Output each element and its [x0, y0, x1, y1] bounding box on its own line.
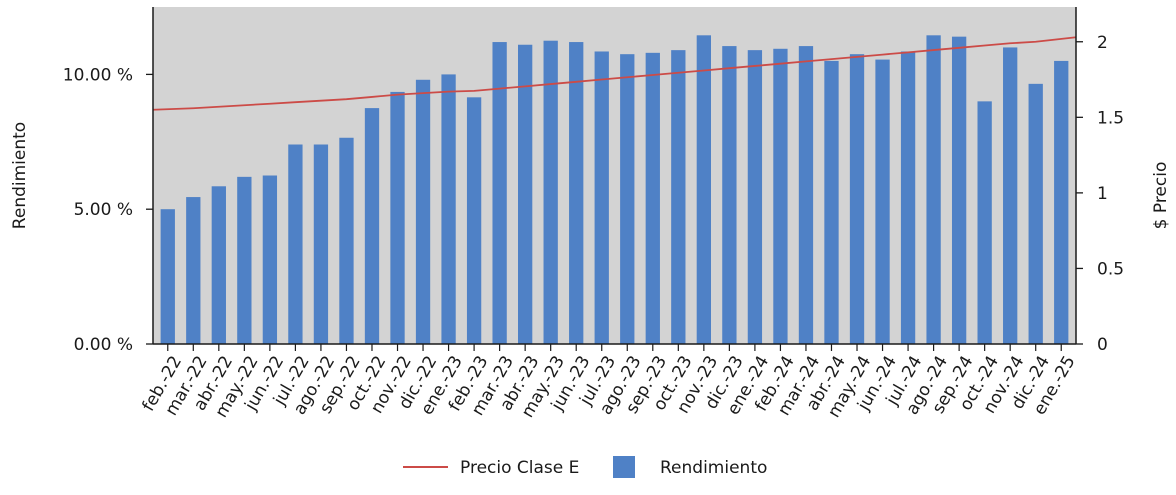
bar-rendimiento-22 — [722, 46, 737, 345]
bar-rendimiento-25 — [798, 46, 814, 345]
bar-rendimiento-1 — [186, 197, 201, 344]
bar-rendimiento-20 — [671, 50, 686, 344]
bar-rendimiento-3 — [237, 176, 252, 344]
bar-rendimiento-21 — [696, 35, 711, 345]
bar-rendimiento-12 — [466, 97, 482, 344]
bar-rendimiento-33 — [1003, 47, 1018, 344]
bar-rendimiento-29 — [900, 51, 916, 344]
bar-rendimiento-30 — [926, 35, 941, 345]
bar-rendimiento-5 — [288, 144, 303, 344]
legend-swatch-rendimiento — [613, 456, 635, 478]
legend-label-rendimiento: Rendimiento — [660, 458, 767, 478]
bar-rendimiento-0 — [160, 209, 175, 344]
bar-rendimiento-35 — [1054, 60, 1069, 345]
line-precio-clase-e — [152, 36, 1077, 111]
y-axis-left-title: Rendimiento — [10, 122, 30, 229]
bar-rendimiento-19 — [645, 52, 660, 344]
y-right-tick-label: 2 — [1097, 33, 1108, 53]
bar-rendimiento-10 — [415, 79, 431, 344]
bar-rendimiento-27 — [849, 54, 865, 345]
bar-rendimiento-28 — [875, 59, 890, 344]
y-left-tick-label: 0.00 % — [74, 335, 133, 355]
plot-area — [152, 7, 1077, 345]
axes: 0.00 % 5.00 % 10.00 % 0 0.5 1 1.5 2 Rendimiento $… — [10, 7, 1171, 421]
bar-rendimiento-32 — [977, 101, 992, 344]
bar-rendimiento-16 — [569, 42, 584, 345]
bar-rendimiento-6 — [313, 144, 329, 344]
bar-rendimiento-24 — [773, 48, 788, 344]
bar-rendimiento-18 — [620, 54, 635, 345]
bar-rendimiento-17 — [594, 51, 609, 344]
bar-rendimiento-4 — [262, 175, 278, 344]
bar-rendimiento-23 — [747, 50, 763, 344]
y-axis-right-title: $ Precio — [1151, 162, 1171, 230]
bar-rendimiento-34 — [1028, 83, 1043, 344]
y-right-tick-label: 1.5 — [1097, 108, 1124, 128]
bar-rendimiento-14 — [518, 44, 533, 345]
plot-background — [153, 7, 1076, 344]
y-left-tick-label: 5.00 % — [74, 200, 133, 220]
y-right-tick-label: 0 — [1097, 335, 1108, 355]
bar-rendimiento-15 — [543, 40, 558, 344]
bar-rendimiento-2 — [211, 186, 226, 344]
y-left-tick-label: 10.00 % — [63, 65, 133, 85]
legend-label-precio-clase-e: Precio Clase E — [460, 458, 579, 478]
legend: Precio Clase E Rendimiento — [403, 456, 767, 478]
bar-rendimiento-26 — [824, 60, 839, 345]
y-right-tick-label: 1 — [1097, 184, 1108, 204]
bar-rendimiento-13 — [492, 42, 507, 345]
bar-rendimiento-11 — [441, 74, 456, 345]
bar-rendimiento-31 — [951, 36, 967, 344]
bar-rendimiento-7 — [339, 137, 354, 344]
bar-rendimiento-9 — [390, 91, 405, 344]
bar-rendimiento-8 — [364, 108, 380, 344]
y-right-tick-label: 0.5 — [1097, 259, 1124, 279]
